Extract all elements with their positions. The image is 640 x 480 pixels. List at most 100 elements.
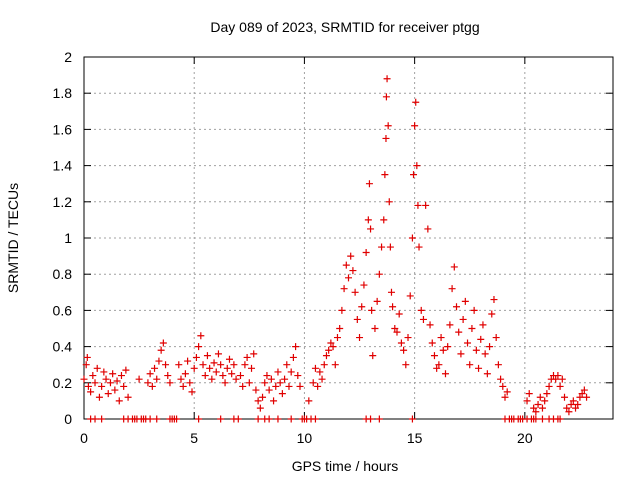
data-point [276,379,284,387]
data-point [483,370,491,378]
data-point [532,408,540,416]
zero-data-point [195,415,203,423]
zero-data-point [367,415,375,423]
data-point [122,366,130,374]
data-point [402,361,410,369]
data-point [415,243,423,251]
data-point [135,375,143,383]
y-tick-label: 1.8 [53,85,73,101]
y-axis-tick-labels: 0 0.2 0.4 0.6 0.8 1 1.2 1.4 1.6 1.8 2 [53,49,73,427]
data-point [91,379,99,387]
data-point [331,361,339,369]
data-point [386,243,394,251]
data-point [563,404,571,412]
data-point [417,306,425,314]
data-point [241,361,249,369]
data-point [356,334,364,342]
data-point [457,350,465,358]
data-point [530,404,538,412]
data-point [223,364,231,372]
y-tick-label: 0.8 [53,266,73,282]
data-point [556,382,564,390]
data-point [190,364,198,372]
data-point [541,397,549,405]
data-point [565,408,573,416]
data-point [318,375,326,383]
data-point [475,364,483,372]
data-point [162,361,170,369]
data-point [382,134,390,142]
data-point [100,368,108,376]
zero-data-point [274,415,282,423]
data-point [263,372,271,380]
zero-data-point [91,415,99,423]
data-point [314,382,322,390]
data-point [212,368,220,376]
data-point [338,306,346,314]
data-point [373,297,381,305]
data-point [479,321,487,329]
data-point [472,346,480,354]
data-point [448,285,456,293]
data-point [287,368,295,376]
data-point [393,328,401,336]
data-point [433,364,441,372]
data-point [181,370,189,378]
data-point [349,267,357,275]
data-point [345,274,352,282]
y-tick-label: 1.4 [53,158,73,174]
y-tick-label: 1 [64,230,72,246]
data-point [148,382,156,390]
data-point [95,393,103,401]
data-point [428,339,436,347]
data-point [294,372,302,380]
data-point [435,361,443,369]
data-point [292,343,300,351]
data-point [561,393,569,401]
zero-data-point [265,415,273,423]
zero-data-point [556,415,564,423]
data-point [208,375,216,383]
data-point [413,162,421,170]
data-point [525,390,533,398]
y-tick-label: 1.2 [53,194,73,210]
data-point [115,397,123,405]
y-tick-label: 0.6 [53,302,73,318]
data-point [437,334,445,342]
data-point [387,288,395,296]
data-point [430,352,438,360]
data-point [545,382,553,390]
data-point [464,339,472,347]
data-point [375,270,383,278]
data-point [368,306,376,314]
data-point [340,285,348,293]
data-point [455,328,463,336]
data-point [391,325,399,332]
data-point [492,334,500,342]
data-point [404,334,412,342]
data-point [245,379,253,387]
data-point [468,325,476,332]
data-point [351,288,359,296]
data-point [439,346,447,354]
data-point [347,252,355,260]
data-point [197,332,205,340]
data-point [327,339,335,347]
data-point [230,361,238,369]
data-point [333,334,341,342]
data-point [583,393,591,401]
data-point [267,375,275,383]
zero-data-point [532,415,540,423]
x-tick-label: 5 [190,430,198,446]
data-point [574,401,582,409]
data-point [316,368,324,376]
data-point [82,361,90,369]
data-point [497,375,505,383]
data-point [554,372,562,380]
data-point [572,404,580,412]
data-point [381,171,389,179]
zero-data-point [234,415,242,423]
data-point [477,335,485,343]
data-point [358,303,366,311]
